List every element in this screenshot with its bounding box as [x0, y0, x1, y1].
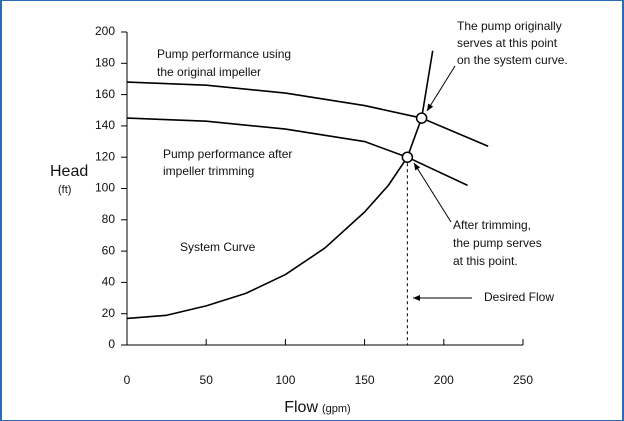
x-axis-label: Flow — [284, 399, 318, 416]
annotation: Desired Flow — [484, 290, 554, 304]
x-axis-unit: (gpm) — [322, 403, 351, 415]
y-tick-label: 80 — [102, 212, 116, 226]
y-tick-label: 140 — [95, 118, 115, 132]
y-tick-label: 0 — [108, 337, 115, 351]
y-tick-label: 160 — [95, 87, 115, 101]
y-axis-label: Head — [50, 163, 88, 180]
x-tick-label: 0 — [124, 373, 131, 387]
arrow — [426, 65, 456, 112]
y-tick-label: 120 — [95, 149, 115, 163]
y-axis-unit: (ft) — [58, 184, 71, 196]
series-line — [126, 50, 434, 320]
annotation: serves at this point — [457, 36, 558, 50]
annotation: Pump performance using — [157, 47, 291, 61]
series-line — [126, 81, 489, 147]
x-tick-label: 100 — [275, 373, 295, 387]
y-tick-label: 40 — [102, 275, 116, 289]
annotation: on the system curve. — [457, 53, 568, 67]
x-tick-label: 200 — [434, 373, 454, 387]
y-tick-label: 20 — [102, 306, 116, 320]
annotation: Pump performance after — [163, 147, 292, 161]
operating-point — [415, 112, 428, 124]
y-tick-label: 180 — [95, 55, 115, 69]
y-tick-label: 100 — [95, 181, 115, 195]
arrow — [413, 162, 452, 223]
operating-point — [401, 151, 414, 163]
x-tick-label: 50 — [200, 373, 214, 387]
series-line — [126, 117, 468, 187]
annotation: the original impeller — [157, 65, 261, 79]
x-tick-label: 150 — [355, 373, 375, 387]
y-tick-label: 60 — [102, 243, 116, 257]
annotation: After trimming, — [453, 218, 531, 232]
annotation: at this point. — [453, 254, 518, 268]
annotation: The pump originally — [457, 19, 562, 33]
annotation: System Curve — [180, 240, 256, 254]
annotation: impeller trimming — [163, 164, 254, 178]
y-tick-label: 200 — [95, 24, 115, 38]
annotation: the pump serves — [453, 236, 542, 250]
x-tick-label: 250 — [513, 373, 533, 387]
